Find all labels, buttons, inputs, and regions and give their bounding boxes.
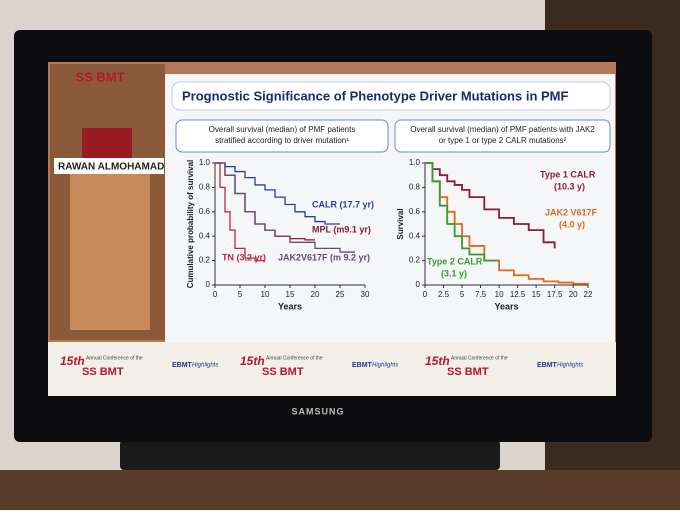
x-tick-label: 15 [286, 290, 295, 299]
survival-curve [215, 162, 340, 225]
y-tick-label: 0.4 [199, 231, 211, 240]
series-label: CALR (17.7 yr) [312, 199, 374, 209]
y-tick-label: 0.6 [409, 207, 421, 216]
y-tick-label: 1.0 [409, 158, 421, 167]
banner-org: SS BMT [262, 366, 304, 378]
banner-highlights: Highlights [557, 363, 583, 369]
banner-ordinal: 15th [60, 354, 85, 368]
banner [48, 342, 616, 396]
x-tick-label: 12.5 [510, 290, 526, 299]
banner-conference: Annual Conference of the [451, 355, 508, 361]
y-tick-label: 1.0 [199, 158, 211, 167]
y-tick-label: 0.4 [409, 231, 421, 240]
series-label: JAK2 V617F [545, 207, 598, 217]
banner-highlights: Highlights [192, 363, 218, 369]
series-label: JAK2V617F (m 9.2 yr) [278, 252, 370, 262]
x-axis-label: Years [278, 301, 302, 311]
tv-stand [120, 440, 500, 470]
series-label: TN (3.2 yr) [222, 252, 266, 262]
y-axis-label: Survival [396, 208, 405, 239]
x-axis-label: Years [494, 301, 518, 311]
tv-brand: SAMSUNG [291, 406, 344, 416]
x-tick-label: 10 [261, 290, 270, 299]
x-tick-label: 0 [213, 290, 218, 299]
x-tick-label: 5 [460, 290, 465, 299]
banner-conference: Annual Conference of the [266, 355, 323, 361]
banner-conference: Annual Conference of the [86, 355, 143, 361]
banner-ordinal: 15th [240, 354, 265, 368]
banner-org: SS BMT [82, 366, 124, 378]
slide [165, 74, 615, 342]
slide-title: Prognostic Significance of Phenotype Dri… [182, 88, 568, 103]
survival-curve [215, 162, 265, 262]
banner-ordinal: 15th [425, 354, 450, 368]
survival-curve [215, 162, 355, 253]
y-tick-label: 0.8 [199, 183, 211, 192]
x-tick-label: 25 [336, 290, 345, 299]
y-tick-label: 0.6 [199, 207, 211, 216]
title-box [171, 81, 611, 111]
chart-title: Overall survival (median) of PMF patient… [410, 125, 595, 145]
x-tick-label: 17.5 [547, 290, 563, 299]
header-box [175, 119, 389, 153]
x-tick-label: 20 [569, 290, 578, 299]
survival-curve [425, 162, 556, 249]
x-tick-label: 10 [495, 290, 504, 299]
series-median: (10.3 y) [554, 181, 585, 191]
series-label: Type 1 CALR [540, 169, 596, 179]
x-tick-label: 7.5 [475, 290, 487, 299]
x-tick-label: 5 [238, 290, 243, 299]
y-axis-label: Cumulative probability of survival [186, 160, 195, 288]
y-tick-label: 0.8 [409, 183, 421, 192]
header-box [394, 119, 611, 153]
x-tick-label: 20 [311, 290, 320, 299]
chart-title: Overall survival (median) of PMF patient… [209, 125, 356, 145]
banner-ebmt: EBMT [537, 362, 558, 369]
x-tick-label: 15 [532, 290, 541, 299]
series-median: (3.1 y) [441, 268, 467, 278]
y-tick-label: 0.2 [199, 256, 211, 265]
banner-ebmt: EBMT [172, 362, 193, 369]
series-median: (4.0 y) [559, 219, 585, 229]
name-plate [54, 158, 164, 174]
backdrop [70, 160, 150, 330]
y-tick-label: 0 [416, 280, 421, 289]
podium [82, 128, 132, 158]
x-tick-label: 22 [584, 290, 593, 299]
x-tick-label: 0 [423, 290, 428, 299]
banner-highlights: Highlights [372, 363, 398, 369]
logo: SS BMT [75, 69, 124, 84]
x-tick-label: 30 [361, 290, 370, 299]
banner-org: SS BMT [447, 366, 489, 378]
presenter-name: RAWAN ALMOHAMADY [58, 162, 171, 173]
y-tick-label: 0.2 [409, 256, 421, 265]
survival-curve [425, 162, 500, 262]
banner-ebmt: EBMT [352, 362, 373, 369]
x-tick-label: 2.5 [438, 290, 450, 299]
series-label: Type 2 CALR [427, 256, 483, 266]
y-tick-label: 0 [206, 280, 211, 289]
table [0, 470, 680, 510]
series-label: MPL (m9.1 yr) [312, 224, 371, 234]
